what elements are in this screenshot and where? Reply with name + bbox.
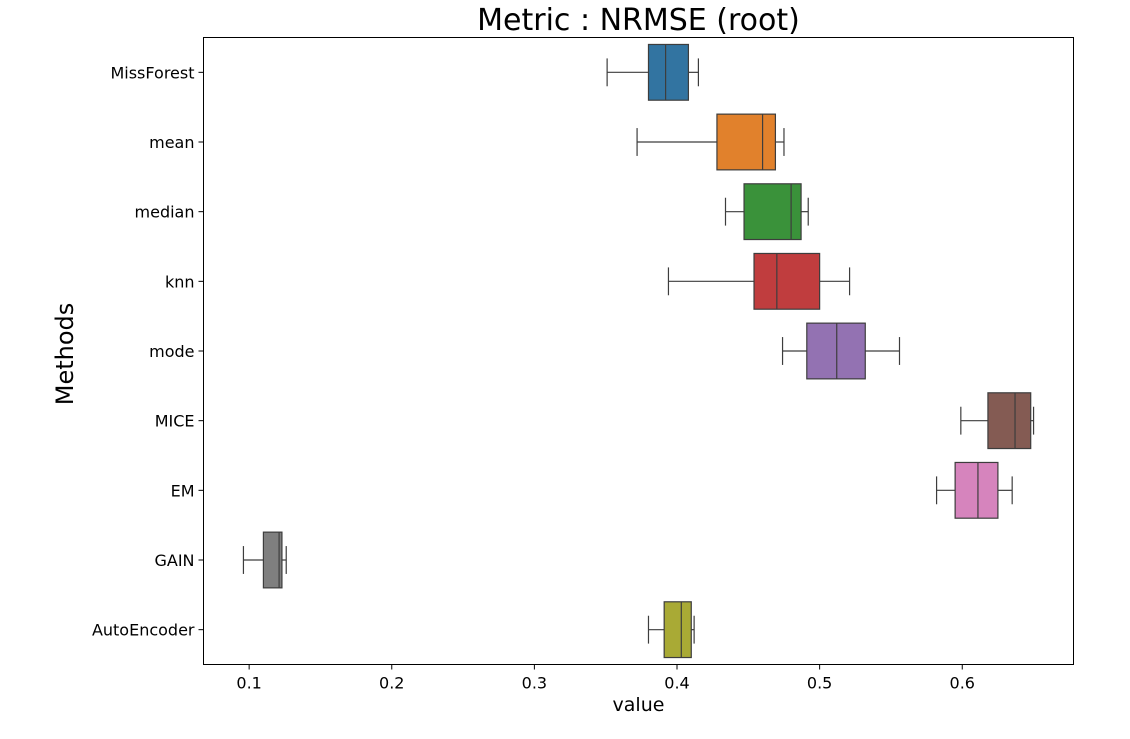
box-mode [781,322,901,380]
y-axis-label: Methods [51,303,79,406]
x-axis-label: value [613,694,665,716]
y-tick-label: median [135,203,195,222]
box-mice [960,392,1035,450]
x-tick-label: 0.1 [236,674,261,693]
iqr-box [716,113,777,171]
iqr-box [954,461,999,519]
x-axis: 0.1 0.2 0.3 0.4 0.5 0.6 [236,664,975,693]
box-gain [242,531,287,589]
y-tick-label: AutoEncoder [92,621,195,640]
iqr-box [647,43,690,101]
x-tick-label: 0.4 [664,674,689,693]
x-tick-label: 0.3 [522,674,547,693]
box-autoencoder [647,601,695,659]
iqr-box [743,183,802,241]
y-tick-label: mode [149,342,194,361]
y-tick-label: EM [171,481,195,500]
y-tick-label: mean [149,133,194,152]
iqr-box [753,252,821,310]
y-tick-label: MICE [155,412,195,431]
boxes [242,43,1035,659]
iqr-box [262,531,283,589]
box-mean [636,113,785,171]
y-tick-label: knn [165,272,195,291]
y-tick-label: GAIN [154,551,194,570]
plot-frame [203,37,1074,665]
box-knn [667,252,851,310]
y-axis: MissForest mean median knn mode MICE EM GAIN Aut… [92,63,204,640]
y-tick-label: MissForest [110,63,194,82]
x-tick-label: 0.2 [379,674,404,693]
iqr-box [987,392,1032,450]
iqr-box [806,322,866,380]
iqr-box [663,601,692,659]
plot-area [203,37,1074,665]
box-em [935,461,1013,519]
box-missforest [606,43,700,101]
x-tick-label: 0.6 [950,674,975,693]
chart-title: Metric : NRMSE (root) [477,3,800,38]
box-median [724,183,809,241]
x-tick-label: 0.5 [807,674,832,693]
